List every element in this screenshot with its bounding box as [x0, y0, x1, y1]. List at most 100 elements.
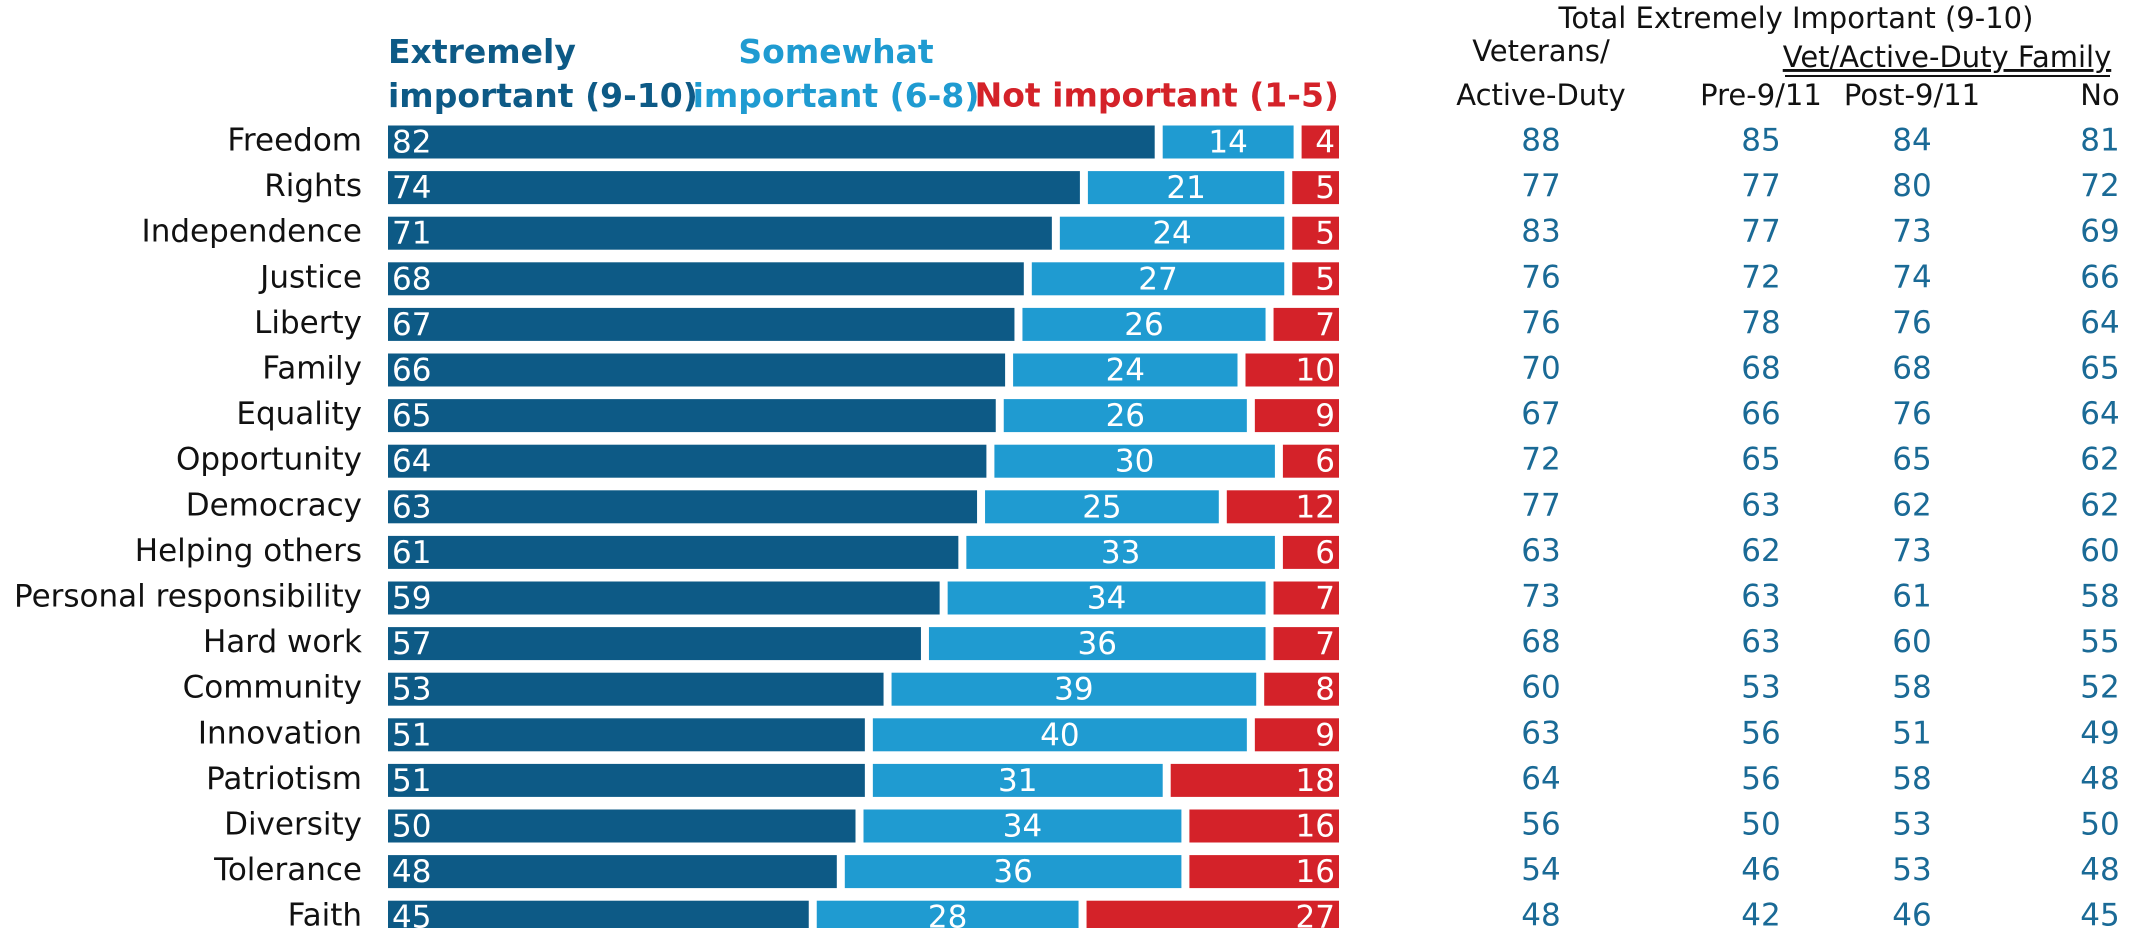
table-cell: 62: [1741, 533, 1780, 569]
bar-segment: [388, 171, 1080, 205]
value-label: 24: [1106, 353, 1145, 389]
bar-segment: [985, 490, 1219, 524]
column-header: Post-9/11: [1844, 78, 1980, 112]
bar-segment: [1003, 399, 1247, 433]
table-cell: 54: [1521, 852, 1560, 888]
value-label: 68: [392, 261, 431, 297]
value-label: 25: [1082, 489, 1121, 525]
category-label: Equality: [236, 396, 362, 432]
value-label: 7: [1315, 307, 1335, 343]
table-cell: 65: [1741, 442, 1780, 478]
value-label: 18: [1296, 763, 1335, 799]
table-cell: 73: [1521, 579, 1560, 615]
bar-segment: [388, 307, 1015, 341]
bar-segment: [1273, 307, 1339, 341]
table-cell: 72: [1741, 259, 1780, 295]
table-cell: 84: [1892, 123, 1931, 159]
column-header: No: [2080, 78, 2119, 112]
table-cell: 48: [1521, 898, 1560, 928]
value-label: 67: [392, 307, 431, 343]
table-cell: 68: [1892, 351, 1931, 387]
table-cell: 63: [1741, 487, 1780, 523]
table-cell: 63: [1521, 715, 1560, 751]
category-label: Democracy: [186, 487, 362, 523]
bar-segment: [388, 718, 865, 752]
bar-segment: [388, 763, 865, 797]
legend-label: Extremely important (9-10): [388, 32, 698, 115]
value-label: 27: [1296, 900, 1335, 928]
value-label: 82: [392, 125, 431, 161]
bar-segment: [1254, 718, 1339, 752]
table-cell: 66: [2080, 259, 2119, 295]
bar-segment: [891, 672, 1257, 706]
value-label: 7: [1315, 581, 1335, 617]
bar-segment: [1301, 125, 1339, 159]
category-label: Hard work: [203, 624, 362, 660]
bar-segment: [388, 490, 978, 524]
value-label: 66: [392, 353, 431, 389]
bar-segment: [1245, 353, 1339, 387]
table-cell: 53: [1892, 852, 1931, 888]
bar-segment: [1162, 125, 1294, 159]
bar-segment: [872, 718, 1247, 752]
table-cell: 70: [1521, 351, 1560, 387]
value-label: 40: [1040, 717, 1079, 753]
table-cell: 76: [1521, 305, 1560, 341]
table-cell: 61: [1892, 579, 1931, 615]
table-cell: 81: [2080, 123, 2119, 159]
value-label: 51: [392, 763, 431, 799]
table-cell: 83: [1521, 214, 1560, 250]
category-label: Diversity: [224, 807, 362, 843]
bar-segment: [1170, 763, 1339, 797]
table-cell: 64: [1521, 761, 1560, 797]
table-cell: 53: [1892, 807, 1931, 843]
table-cell: 68: [1521, 624, 1560, 660]
value-label: 6: [1315, 444, 1335, 480]
table-cell: 66: [1741, 396, 1780, 432]
legend-label: Not important (1-5): [975, 76, 1339, 115]
value-label: 59: [392, 581, 431, 617]
table-cell: 50: [2080, 807, 2119, 843]
value-label: 33: [1101, 535, 1140, 571]
bar-segment: [1292, 171, 1339, 205]
bar-segment: [388, 627, 921, 661]
bar-segment: [388, 125, 1155, 159]
bar-segment: [1086, 900, 1339, 928]
value-label: 65: [392, 398, 431, 434]
table-cell: 77: [1741, 214, 1780, 250]
value-label: 16: [1296, 809, 1335, 845]
table-cell: 77: [1521, 487, 1560, 523]
table-cell: 85: [1741, 123, 1780, 159]
bar-segment: [1292, 262, 1339, 296]
bar-segment: [388, 581, 940, 615]
table-cell: 60: [2080, 533, 2119, 569]
bar-segment: [388, 399, 996, 433]
legend-label: Somewhat important (6-8): [693, 32, 980, 115]
table-cell: 45: [2080, 898, 2119, 928]
category-label: Liberty: [254, 305, 362, 341]
table-cell: 48: [2080, 761, 2119, 797]
category-label: Personal responsibility: [14, 579, 362, 615]
value-label: 9: [1315, 398, 1335, 434]
category-label: Independence: [142, 214, 362, 250]
table-cell: 58: [1892, 670, 1931, 706]
category-label: Freedom: [227, 123, 362, 159]
table-cell: 65: [1892, 442, 1931, 478]
table-cell: 69: [2080, 214, 2119, 250]
table-cell: 88: [1521, 123, 1560, 159]
column-header: Veterans/Active-Duty: [1456, 34, 1625, 112]
bar-segment: [388, 353, 1006, 387]
value-label: 27: [1138, 261, 1177, 297]
value-label: 12: [1296, 489, 1335, 525]
value-label: 16: [1296, 854, 1335, 890]
category-label: Patriotism: [206, 761, 362, 797]
value-label: 71: [392, 216, 431, 252]
category-label: Opportunity: [176, 442, 362, 478]
table-cell: 60: [1892, 624, 1931, 660]
value-label: 64: [392, 444, 431, 480]
table-cell: 62: [2080, 487, 2119, 523]
table-cell: 62: [2080, 442, 2119, 478]
bar-segment: [844, 855, 1182, 889]
value-label: 36: [993, 854, 1032, 890]
value-label: 34: [1087, 581, 1126, 617]
